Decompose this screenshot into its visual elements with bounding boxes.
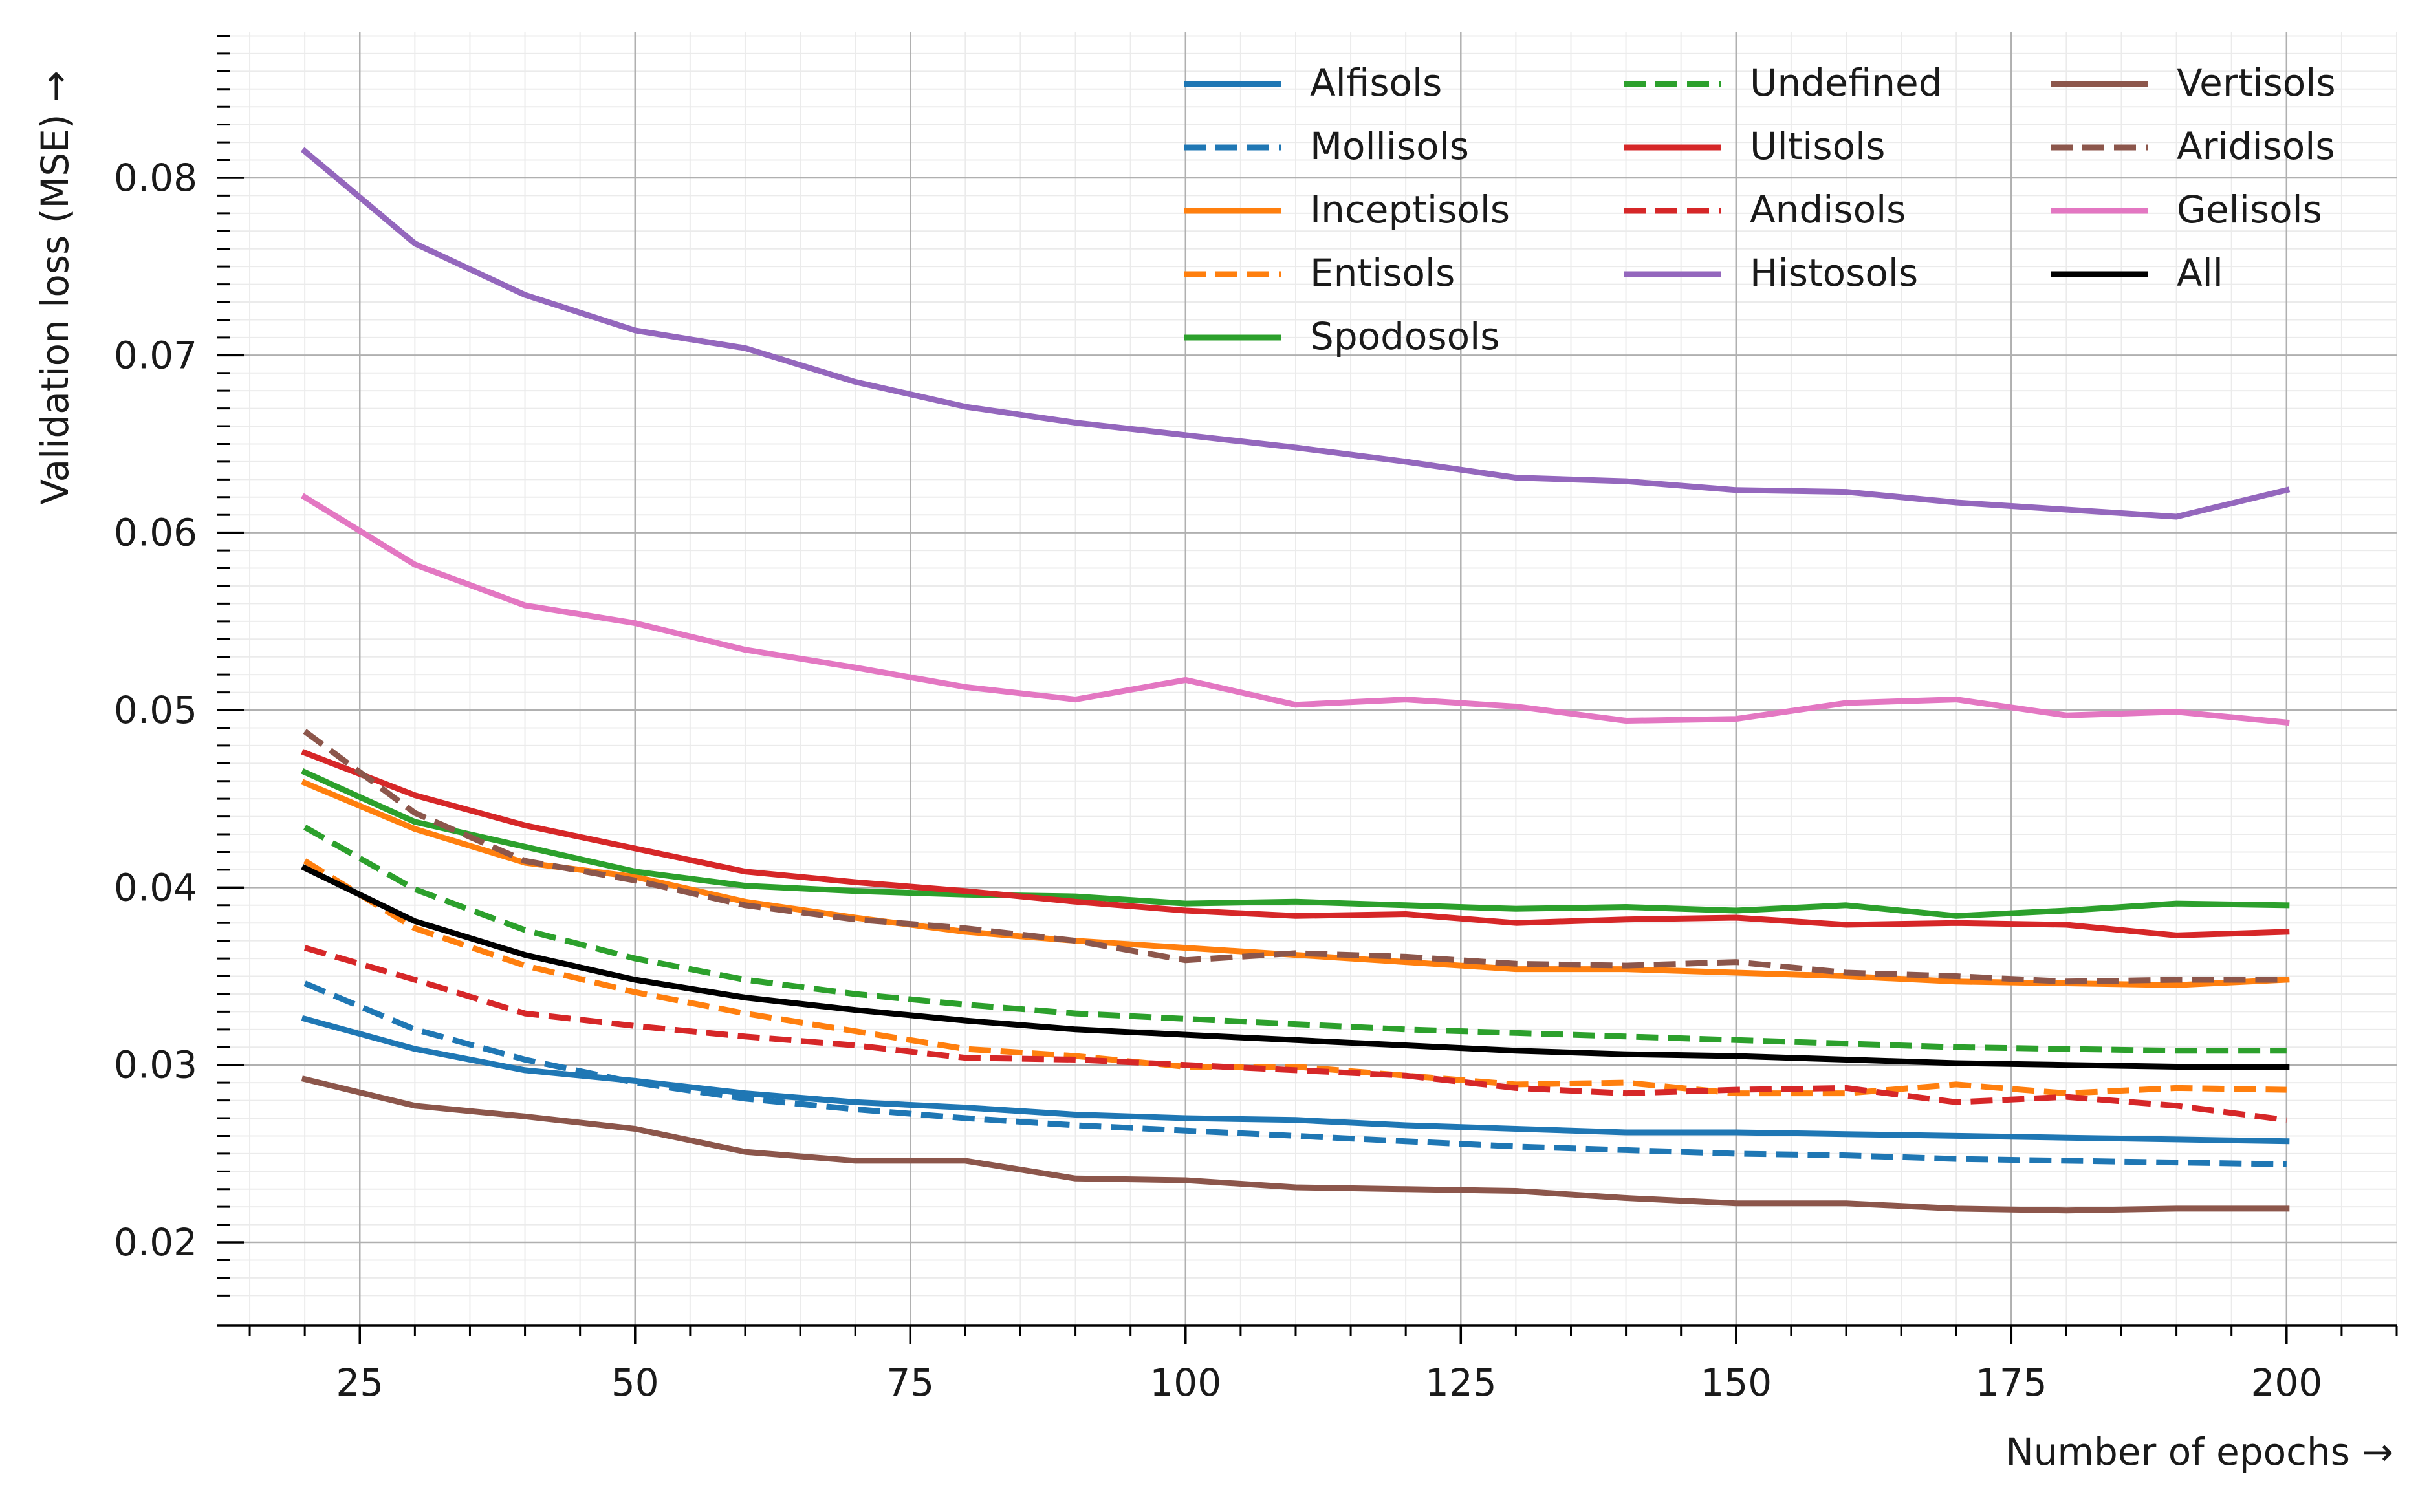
- legend-label-inceptisols: Inceptisols: [1310, 188, 1510, 232]
- legend-label-gelisols: Gelisols: [2177, 188, 2322, 232]
- legend: Alfisols Mollisols Inceptisols Entisols Spod…: [1184, 61, 2336, 358]
- legend-label-mollisols: Mollisols: [1310, 124, 1469, 168]
- x-tick-label: 200: [2250, 1361, 2322, 1405]
- x-axis-label: Number of epochs →: [2005, 1430, 2393, 1474]
- x-tick-label: 50: [611, 1361, 659, 1405]
- minor-grid: [217, 32, 2397, 1326]
- legend-label-all: All: [2177, 251, 2223, 295]
- y-tick-label: 0.02: [114, 1220, 197, 1264]
- y-tick-label: 0.07: [114, 333, 197, 377]
- series-line-spodosols: [301, 768, 2290, 919]
- y-tick-label: 0.03: [114, 1043, 197, 1087]
- series-line-all: [301, 864, 2290, 1070]
- x-tick-label: 100: [1149, 1361, 1221, 1405]
- axes: 25 50 75 100 125 150 175 200 0.02 0.03 0.04 0.05 0.0…: [114, 34, 2398, 1405]
- legend-label-vertisols: Vertisols: [2177, 61, 2336, 105]
- series-line-vertisols: [301, 1075, 2290, 1214]
- series-line-mollisols: [303, 980, 2287, 1167]
- x-tick-label: 75: [886, 1361, 934, 1405]
- legend-label-aridisols: Aridisols: [2177, 124, 2335, 168]
- x-tick-label: 125: [1425, 1361, 1497, 1405]
- y-tick-label: 0.06: [114, 511, 197, 555]
- series-line-aridisols: [303, 729, 2287, 985]
- legend-label-alfisols: Alfisols: [1310, 61, 1442, 105]
- legend-label-undefined: Undefined: [1750, 61, 1943, 105]
- series-layer: [300, 147, 2291, 1214]
- y-axis-label: Validation loss (MSE) →: [33, 70, 77, 504]
- y-tick-label: 0.08: [114, 156, 197, 200]
- legend-label-spodosols: Spodosols: [1310, 314, 1499, 358]
- series-line-ultisols: [301, 749, 2290, 938]
- series-line-gelisols: [301, 493, 2290, 726]
- series-line-andisols: [303, 945, 2287, 1123]
- series-line-histosols: [300, 147, 2291, 520]
- x-tick-label: 150: [1700, 1361, 1772, 1405]
- legend-label-histosols: Histosols: [1750, 251, 1918, 295]
- x-tick-label: 175: [1976, 1361, 2047, 1405]
- series-line-entisols: [303, 858, 2287, 1097]
- legend-label-entisols: Entisols: [1310, 251, 1455, 295]
- y-tick-label: 0.04: [114, 865, 197, 909]
- series-line-alfisols: [301, 1015, 2290, 1145]
- series-line-undefined: [303, 825, 2287, 1054]
- y-tick-label: 0.05: [114, 688, 197, 732]
- legend-label-ultisols: Ultisols: [1750, 124, 1885, 168]
- legend-label-andisols: Andisols: [1750, 188, 1906, 232]
- x-tick-label: 25: [336, 1361, 384, 1405]
